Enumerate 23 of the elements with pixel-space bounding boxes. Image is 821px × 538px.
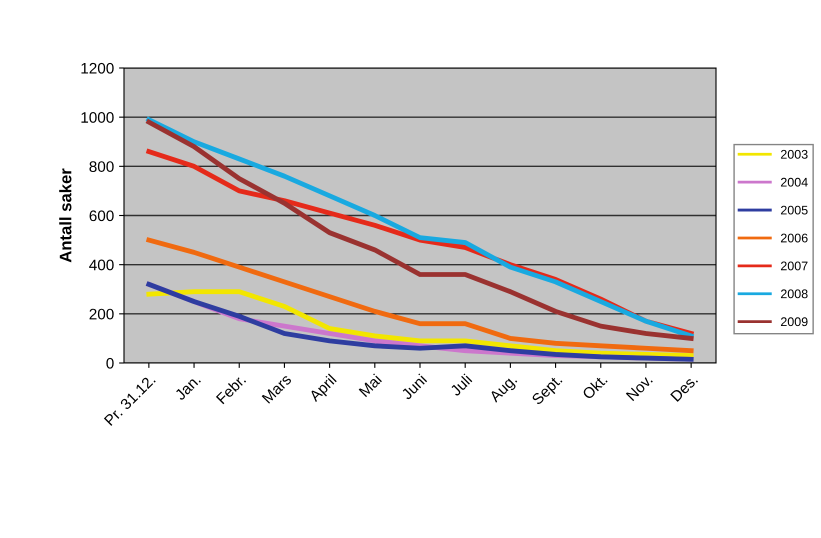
legend-label: 2006 bbox=[780, 234, 808, 242]
x-tick-label: Des. bbox=[670, 374, 698, 402]
y-tick-label: 1200 bbox=[81, 62, 114, 74]
y-tick-label: 1000 bbox=[81, 112, 114, 123]
line-series bbox=[146, 238, 694, 354]
x-tick-label: Okt. bbox=[581, 374, 608, 400]
x-tick-label: Mai bbox=[358, 373, 382, 398]
legend-label: 2008 bbox=[780, 289, 808, 298]
y-tick-label: 200 bbox=[90, 308, 114, 320]
y-tick-label: 0 bbox=[106, 358, 114, 369]
legend-label: 2009 bbox=[780, 317, 808, 326]
x-tick-label: Jan. bbox=[174, 374, 201, 401]
legend-label: 2007 bbox=[780, 262, 808, 270]
legend-label: 2005 bbox=[780, 206, 808, 215]
y-tick-label: 800 bbox=[89, 161, 114, 172]
legend-label: 2003 bbox=[780, 150, 808, 159]
y-tick-label: 400 bbox=[89, 260, 114, 270]
x-tick-label: Juli bbox=[449, 373, 472, 397]
y-tick-label: 600 bbox=[90, 210, 114, 222]
y-axis-title: Antall saker bbox=[59, 168, 72, 262]
x-tick-label: Aug. bbox=[488, 374, 520, 405]
legend-label: 2004 bbox=[780, 178, 808, 187]
x-tick-label: Nov. bbox=[626, 374, 653, 402]
